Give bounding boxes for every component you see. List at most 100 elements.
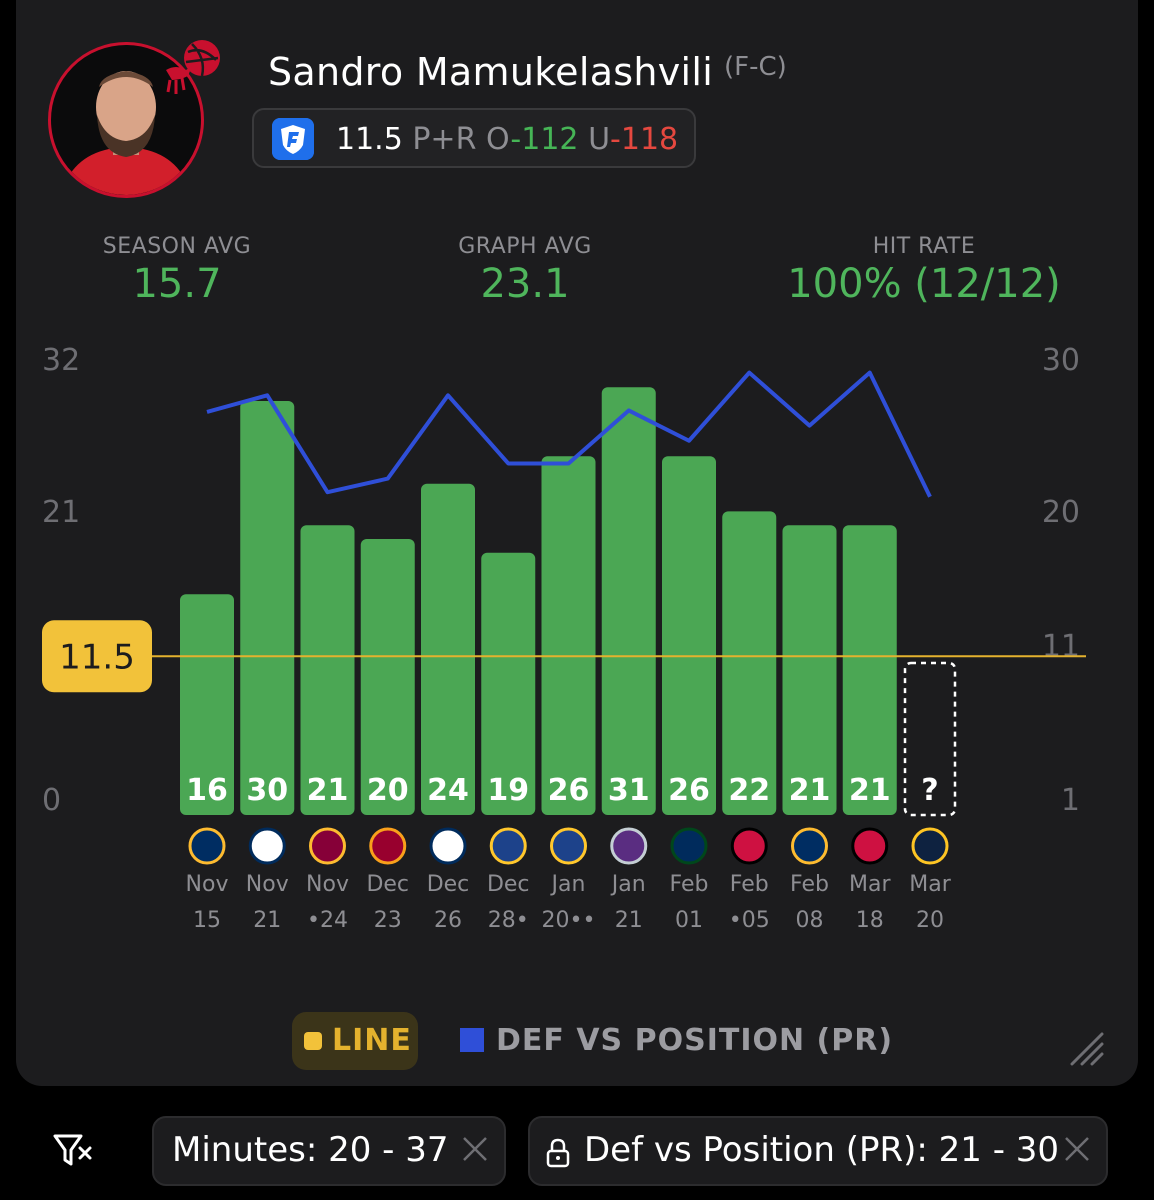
pacers-logo-icon bbox=[791, 827, 828, 865]
game-month-label: Mar bbox=[849, 872, 891, 897]
game-day-label: •24 bbox=[307, 908, 348, 933]
bar bbox=[842, 525, 897, 815]
prop-line-value: 11.5 bbox=[336, 122, 403, 157]
bar bbox=[541, 456, 596, 815]
warriors-logo-icon bbox=[550, 827, 587, 865]
game-month-label: Dec bbox=[366, 872, 409, 897]
heat-logo-icon bbox=[369, 827, 407, 865]
bar-value-label: 26 bbox=[668, 773, 710, 808]
over-odds: -112 bbox=[510, 122, 579, 157]
bar-value-label: 30 bbox=[246, 773, 288, 808]
bar-value-label: ? bbox=[921, 773, 938, 808]
game-day-label: 26 bbox=[434, 908, 462, 933]
right-axis-tick: 11 bbox=[1042, 629, 1080, 664]
warriors-logo-icon bbox=[489, 827, 527, 865]
season-avg-label: SEASON AVG bbox=[102, 234, 252, 259]
game-day-label: 28• bbox=[488, 908, 529, 933]
prop-line-label: 11.5 bbox=[59, 637, 135, 677]
game-month-label: Feb bbox=[790, 872, 829, 897]
player-headshot bbox=[61, 71, 191, 195]
game-day-label: 21 bbox=[253, 908, 281, 933]
prop-stat: P+R bbox=[412, 122, 477, 157]
chart-legend: LINE DEF VS POSITION (PR) bbox=[0, 1012, 1154, 1072]
game-day-label: 23 bbox=[374, 908, 402, 933]
lock-icon bbox=[546, 1138, 570, 1168]
game-day-label: 15 bbox=[193, 908, 221, 933]
bar bbox=[601, 387, 656, 815]
bar-value-label: 21 bbox=[789, 773, 831, 808]
season-avg-stat: SEASON AVG 15.7 bbox=[82, 234, 272, 307]
prop-line-badge bbox=[42, 620, 152, 693]
left-axis-tick: 0 bbox=[42, 783, 61, 818]
season-avg-value: 15.7 bbox=[132, 261, 222, 307]
legend-def-label: DEF VS POSITION (PR) bbox=[496, 1023, 894, 1058]
line-swatch bbox=[304, 1032, 322, 1050]
bar bbox=[662, 456, 716, 815]
legend-def-toggle[interactable]: DEF VS POSITION (PR) bbox=[460, 1023, 893, 1058]
game-month-label: Nov bbox=[246, 872, 289, 897]
upcoming-game-placeholder bbox=[903, 661, 957, 817]
bar-value-label: 24 bbox=[427, 773, 469, 808]
close-icon[interactable] bbox=[460, 1134, 490, 1164]
game-day-label: 20 bbox=[916, 908, 944, 933]
bar-value-label: 26 bbox=[548, 773, 590, 808]
bar-value-label: 31 bbox=[608, 773, 650, 808]
bar bbox=[300, 525, 355, 815]
bar-value-label: 21 bbox=[307, 773, 349, 808]
game-month-label: Feb bbox=[670, 872, 709, 897]
bar bbox=[360, 539, 415, 815]
prop-line-pill[interactable]: 11.5 P+R O-112 U-118 bbox=[252, 108, 696, 168]
bulls-logo-icon bbox=[851, 827, 889, 865]
close-icon[interactable] bbox=[1062, 1134, 1092, 1164]
player-position: (F-C) bbox=[724, 52, 787, 82]
bar-value-label: 16 bbox=[186, 773, 228, 808]
game-month-label: Feb bbox=[730, 872, 769, 897]
right-axis-tick: 20 bbox=[1042, 495, 1080, 530]
left-axis-tick: 21 bbox=[42, 495, 80, 530]
resize-handle-icon[interactable] bbox=[1068, 1030, 1104, 1066]
bar bbox=[722, 511, 777, 815]
def-swatch bbox=[460, 1028, 484, 1052]
game-day-label: 18 bbox=[856, 908, 884, 933]
minutes-filter-chip[interactable]: Minutes: 20 - 37 bbox=[152, 1116, 506, 1186]
hit-rate-stat: HIT RATE 100% (12/12) bbox=[774, 234, 1074, 307]
left-axis-tick: 32 bbox=[42, 343, 80, 378]
game-day-label: 21 bbox=[615, 908, 643, 933]
raptors-logo-icon bbox=[166, 40, 220, 94]
filter-clear-icon[interactable] bbox=[52, 1130, 94, 1170]
bar-value-label: 21 bbox=[849, 773, 891, 808]
player-name: Sandro Mamukelashvili bbox=[268, 50, 714, 94]
cavaliers-logo-icon bbox=[309, 827, 346, 865]
bar bbox=[481, 552, 536, 815]
hit-rate-label: HIT RATE bbox=[872, 234, 976, 259]
prop-text: 11.5 P+R O-112 U-118 bbox=[336, 122, 678, 157]
right-axis-tick: 1 bbox=[1061, 783, 1080, 818]
bar bbox=[421, 483, 475, 815]
hit-rate-value: 100% (12/12) bbox=[787, 261, 1061, 307]
game-day-label: 01 bbox=[675, 908, 703, 933]
nuggets-logo-icon bbox=[911, 827, 949, 865]
bar bbox=[782, 525, 837, 815]
game-month-label: Nov bbox=[186, 872, 229, 897]
graph-avg-label: GRAPH AVG bbox=[458, 234, 592, 259]
bar-value-label: 20 bbox=[367, 773, 409, 808]
legend-line-toggle[interactable]: LINE bbox=[292, 1012, 418, 1070]
def-vs-position-filter-label: Def vs Position (PR): 21 - 30 bbox=[584, 1130, 1060, 1170]
kings-logo-icon bbox=[610, 827, 648, 865]
pacers-logo-icon bbox=[188, 827, 226, 865]
right-axis-tick: 30 bbox=[1042, 343, 1080, 378]
game-month-label: Jan bbox=[550, 872, 586, 897]
fanduel-shield-icon bbox=[272, 118, 314, 160]
under-odds: -118 bbox=[610, 122, 679, 157]
game-month-label: Dec bbox=[427, 872, 470, 897]
bar-value-label: 22 bbox=[728, 773, 770, 808]
graph-avg-value: 23.1 bbox=[480, 261, 570, 307]
game-month-label: Jan bbox=[610, 872, 646, 897]
bar-value-label: 19 bbox=[487, 773, 529, 808]
bar bbox=[240, 401, 295, 815]
def-vs-position-line bbox=[206, 370, 932, 498]
minutes-filter-label: Minutes: 20 - 37 bbox=[172, 1130, 449, 1170]
game-day-label: •05 bbox=[729, 908, 770, 933]
def-vs-position-filter-chip[interactable]: Def vs Position (PR): 21 - 30 bbox=[528, 1116, 1108, 1186]
